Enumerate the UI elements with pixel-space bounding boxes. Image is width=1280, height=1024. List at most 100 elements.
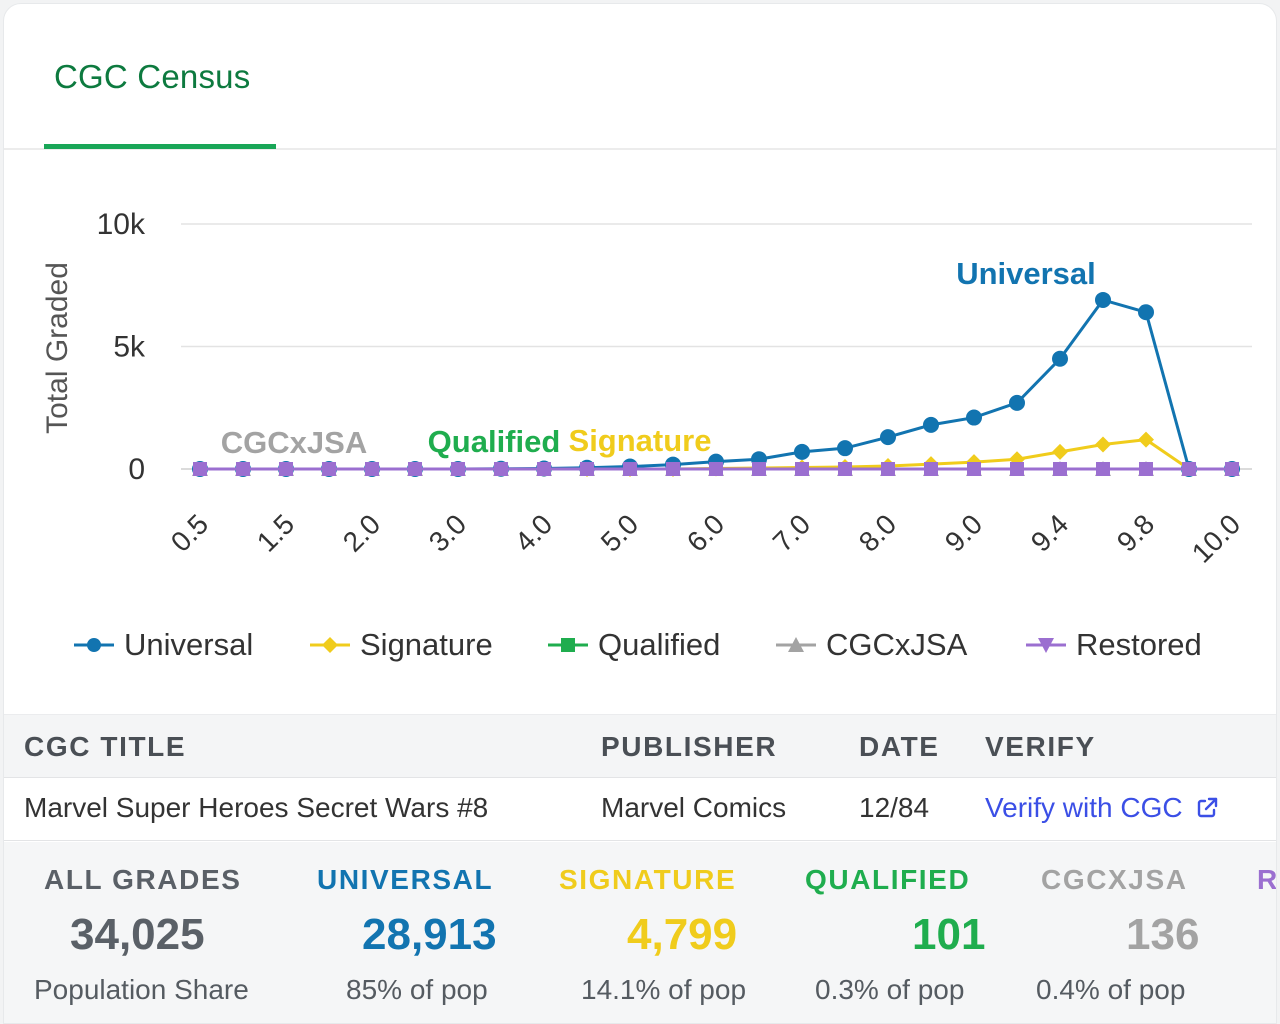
data-point bbox=[966, 409, 982, 426]
data-point bbox=[1095, 436, 1111, 453]
stat-subtext: 0.3% of pop bbox=[815, 974, 965, 1005]
x-tick-label: 3.0 bbox=[423, 508, 472, 557]
x-tick-label: 9.4 bbox=[1025, 508, 1074, 557]
legend-item-cgcxjsa[interactable]: CGCxJSA bbox=[776, 619, 967, 671]
x-tick-label: 5.0 bbox=[595, 508, 644, 557]
external-link-icon bbox=[1197, 797, 1217, 818]
legend-item-signature[interactable]: Signature bbox=[310, 619, 493, 671]
data-point bbox=[1052, 350, 1068, 367]
stat-subtext: 85% of pop bbox=[346, 974, 488, 1005]
stat-label: QUALIFIED bbox=[805, 864, 971, 895]
stat-label: CGCXJSA bbox=[1041, 864, 1188, 895]
data-point bbox=[1010, 462, 1024, 476]
data-point bbox=[537, 462, 551, 476]
data-point bbox=[1225, 462, 1239, 476]
data-point bbox=[1095, 291, 1111, 308]
header-verify: VERIFY bbox=[985, 731, 1096, 762]
data-point bbox=[794, 443, 810, 460]
data-point bbox=[451, 462, 465, 476]
data-point bbox=[494, 462, 508, 476]
circle-marker-icon bbox=[74, 638, 114, 652]
legend-item-restored[interactable]: Restored bbox=[1026, 619, 1202, 671]
x-tick-label: 8.0 bbox=[853, 508, 902, 557]
legend-label: CGCxJSA bbox=[826, 627, 968, 662]
data-point bbox=[795, 462, 809, 476]
y-tick-label: 0 bbox=[128, 453, 145, 486]
data-point bbox=[923, 416, 939, 433]
series-annotation-signature: Signature bbox=[569, 423, 712, 458]
data-point bbox=[279, 462, 293, 476]
chart-legend: Universal Signature Qualified CGCxJSA bbox=[4, 619, 1276, 671]
triangle-down-marker-icon bbox=[1026, 638, 1066, 653]
tab-bar: CGC Census bbox=[4, 4, 1276, 150]
table-row: Marvel Super Heroes Secret Wars #8 Marve… bbox=[4, 778, 1276, 841]
data-point bbox=[1052, 443, 1068, 460]
stat-label: R bbox=[1257, 864, 1277, 895]
x-tick-label: 7.0 bbox=[767, 508, 816, 557]
data-point bbox=[1139, 462, 1153, 476]
data-point bbox=[1096, 462, 1110, 476]
header-publisher: PUBLISHER bbox=[601, 731, 778, 762]
data-point bbox=[752, 462, 766, 476]
data-point bbox=[881, 462, 895, 476]
legend-label: Universal bbox=[124, 627, 254, 662]
data-point bbox=[1138, 431, 1154, 448]
data-point bbox=[580, 462, 594, 476]
data-point bbox=[666, 462, 680, 476]
legend-label: Restored bbox=[1076, 627, 1202, 662]
data-point bbox=[365, 462, 379, 476]
header-cgc-title: CGC TITLE bbox=[24, 731, 187, 762]
legend-item-universal[interactable]: Universal bbox=[74, 619, 253, 671]
data-point bbox=[236, 462, 250, 476]
verify-link-label: Verify with CGC bbox=[985, 792, 1183, 823]
publisher-name: Marvel Comics bbox=[601, 792, 787, 823]
series-annotation-qualified: Qualified bbox=[428, 424, 561, 459]
series-restored bbox=[193, 462, 1239, 476]
x-tick-label: 9.8 bbox=[1111, 508, 1160, 557]
header-date: DATE bbox=[859, 731, 940, 762]
stat-subtext: Population Share bbox=[34, 974, 249, 1005]
series-annotation-universal: Universal bbox=[956, 256, 1096, 291]
data-point bbox=[623, 462, 637, 476]
legend-label: Qualified bbox=[598, 627, 721, 662]
data-point bbox=[1053, 462, 1067, 476]
series-annotation-cgcxjsa: CGCxJSA bbox=[221, 425, 367, 460]
stat-label: ALL GRADES bbox=[44, 864, 242, 895]
x-tick-label: 6.0 bbox=[681, 508, 730, 557]
data-point bbox=[193, 462, 207, 476]
x-tick-label: 4.0 bbox=[509, 508, 558, 557]
legend-label: Signature bbox=[360, 627, 493, 662]
data-point bbox=[967, 462, 981, 476]
stat-value: 136 bbox=[1126, 910, 1200, 959]
y-tick-label: 5k bbox=[113, 331, 146, 364]
data-point bbox=[837, 440, 853, 457]
verify-with-cgc-link[interactable]: Verify with CGC bbox=[985, 792, 1219, 824]
data-point bbox=[1009, 394, 1025, 411]
x-tick-label: 10.0 bbox=[1186, 508, 1246, 568]
active-tab-indicator bbox=[44, 144, 276, 149]
legend-item-qualified[interactable]: Qualified bbox=[548, 619, 720, 671]
y-axis-label: Total Graded bbox=[41, 262, 74, 434]
x-tick-label: 9.0 bbox=[939, 508, 988, 557]
y-tick-label: 10k bbox=[97, 208, 146, 241]
stat-value: 28,913 bbox=[362, 910, 497, 959]
stat-subtext: 14.1% of pop bbox=[581, 974, 747, 1005]
stat-label: SIGNATURE bbox=[559, 864, 737, 895]
data-point bbox=[924, 462, 938, 476]
stat-subtext: 0.4% of pop bbox=[1036, 974, 1186, 1005]
publish-date: 12/84 bbox=[859, 792, 930, 823]
square-marker-icon bbox=[548, 638, 588, 652]
title-info-table: CGC TITLE PUBLISHER DATE VERIFY Marvel S… bbox=[4, 714, 1276, 841]
comic-title: Marvel Super Heroes Secret Wars #8 bbox=[24, 792, 489, 823]
x-tick-label: 1.5 bbox=[251, 508, 300, 557]
diamond-marker-icon bbox=[310, 637, 350, 653]
data-point bbox=[408, 462, 422, 476]
data-point bbox=[322, 462, 336, 476]
stat-value: 4,799 bbox=[627, 910, 738, 959]
triangle-marker-icon bbox=[776, 637, 816, 652]
stat-label: UNIVERSAL bbox=[317, 864, 494, 895]
census-line-chart: 0 5k 10k Total Graded 0.5 1.5 2.0 3.0 4.0 5.0 6.0 7… bbox=[41, 208, 1252, 569]
census-card: CGC Census 0 5k 10k Total Graded 0.5 1.5 2.0 3.… bbox=[3, 3, 1277, 1024]
tab-cgc-census[interactable]: CGC Census bbox=[54, 58, 251, 95]
stat-value: 34,025 bbox=[70, 910, 205, 959]
